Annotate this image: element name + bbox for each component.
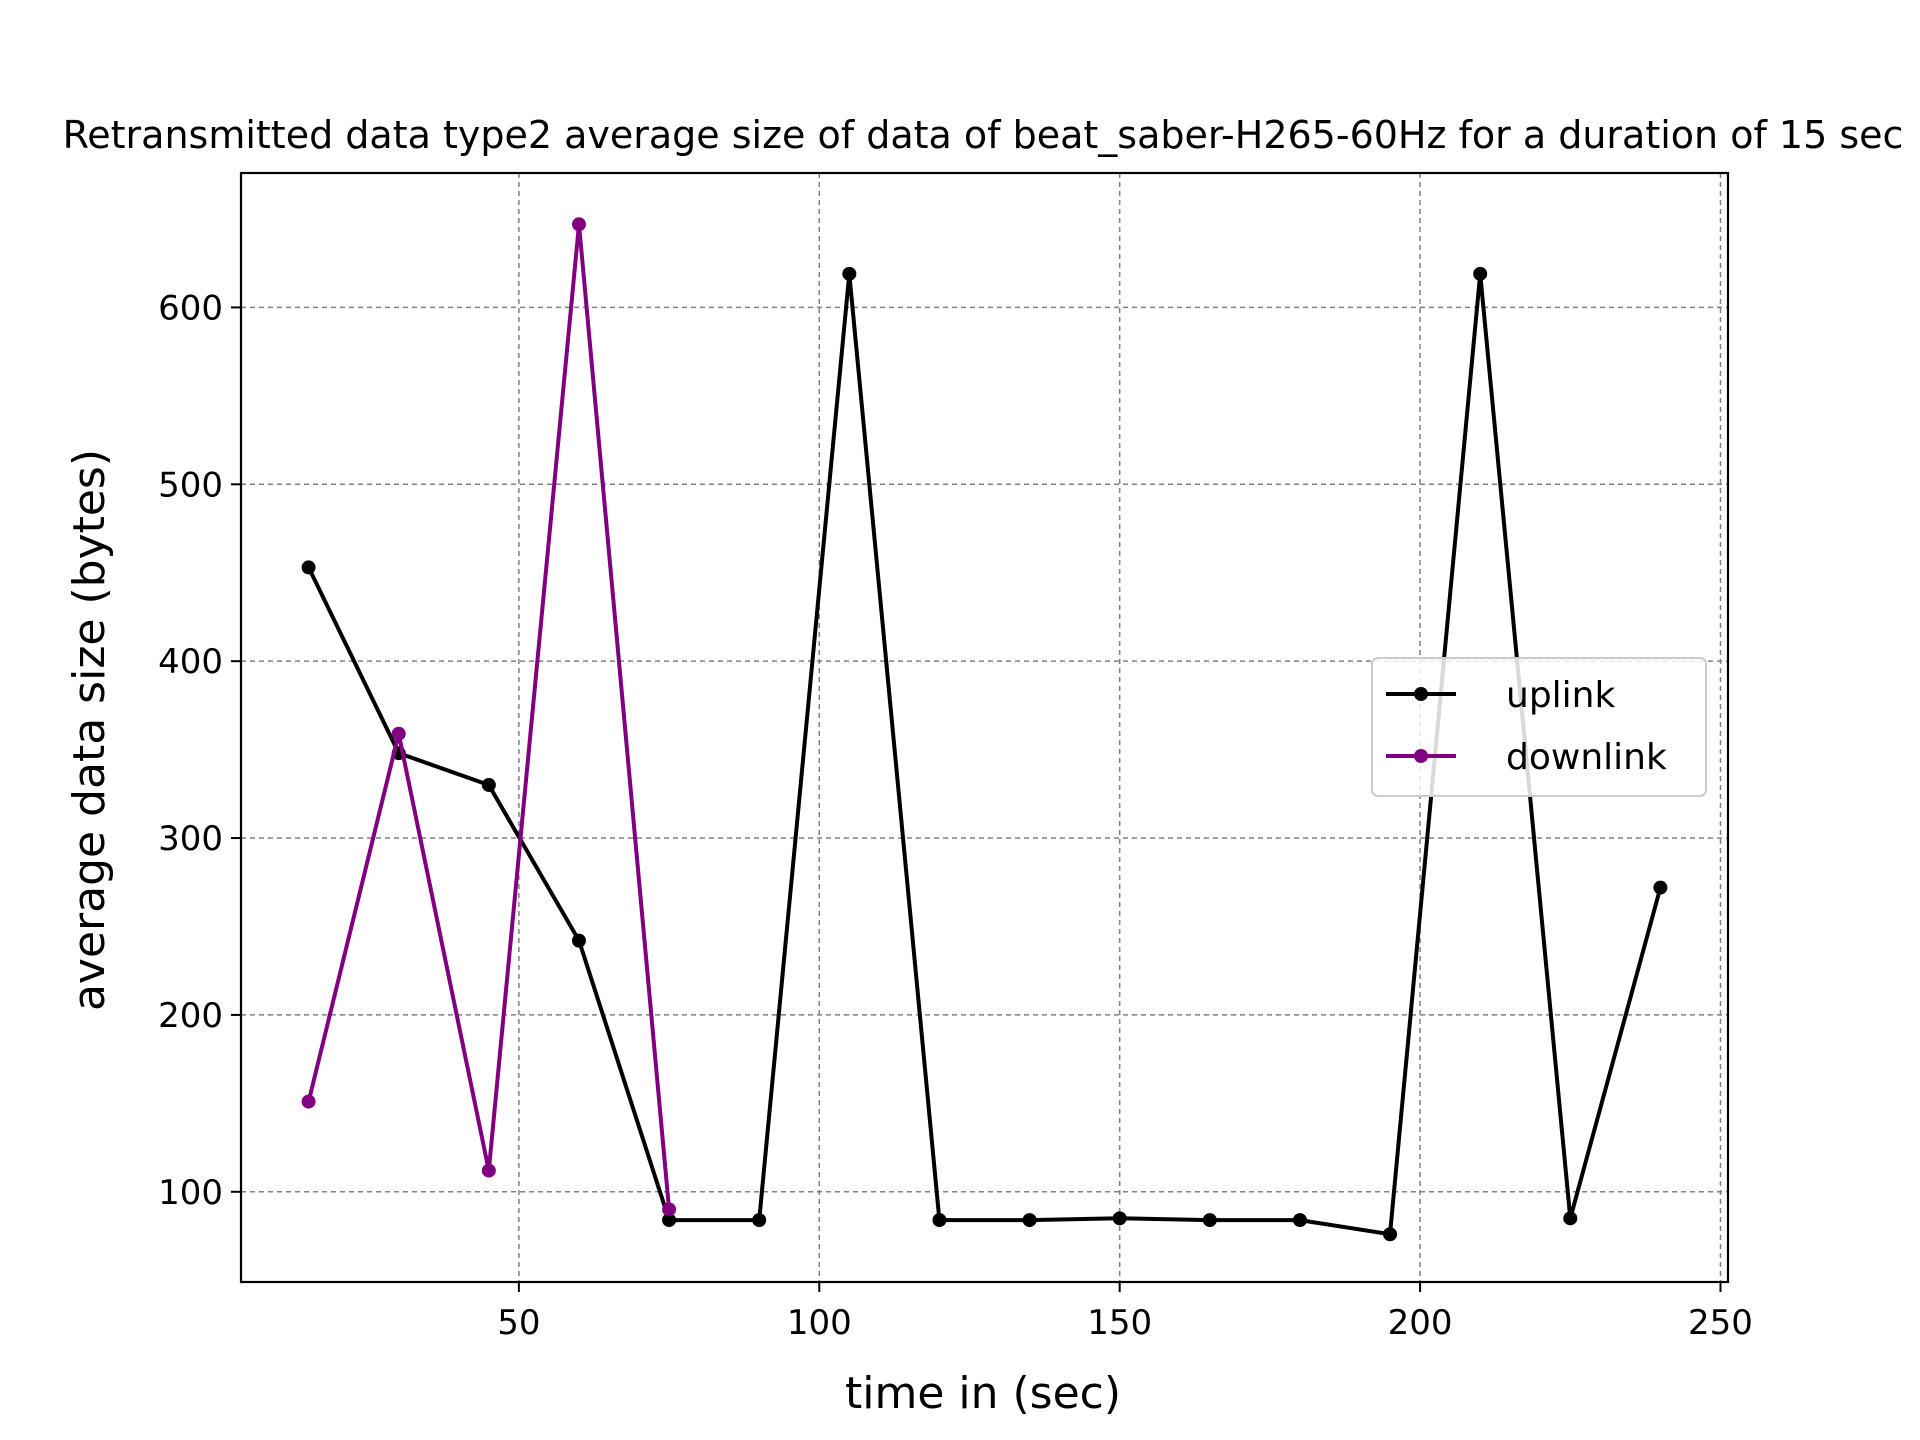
axis-ticks: 50 100 150 200 250 100 200 300 400 500 600 — [158, 288, 1753, 1343]
data-point-uplink — [662, 1213, 677, 1228]
x-tick-label: 100 — [787, 1303, 852, 1343]
x-tick-label: 250 — [1688, 1303, 1753, 1343]
legend-marker-downlink — [1414, 749, 1428, 763]
y-tick-label: 300 — [158, 819, 223, 859]
data-point-uplink — [932, 1213, 947, 1228]
data-point-uplink — [1112, 1211, 1127, 1226]
data-point-downlink — [391, 726, 406, 741]
data-point-uplink — [752, 1213, 767, 1228]
plot-frame — [239, 171, 1730, 1284]
y-tick-label: 400 — [158, 642, 223, 682]
data-point-uplink — [571, 933, 586, 948]
y-tick-label: 600 — [158, 288, 223, 328]
chart-title: Retransmitted data type2 average size of… — [63, 113, 1904, 157]
x-tick-label: 150 — [1087, 1303, 1152, 1343]
y-tick-label: 200 — [158, 996, 223, 1036]
data-point-downlink — [301, 1094, 316, 1109]
data-point-uplink — [1292, 1213, 1307, 1228]
data-point-uplink — [301, 560, 316, 575]
data-point-uplink — [1563, 1211, 1578, 1226]
y-tick-label: 500 — [158, 465, 223, 505]
data-point-downlink — [571, 217, 586, 232]
x-tick-label: 200 — [1388, 1303, 1453, 1343]
data-point-uplink — [1022, 1213, 1037, 1228]
data-point-uplink — [842, 266, 857, 281]
data-point-uplink — [1653, 880, 1668, 895]
series-line-downlink — [306, 224, 672, 1210]
legend: uplink downlink — [1371, 657, 1707, 797]
y-axis-label: average data size (bytes) — [64, 449, 115, 1011]
x-tick-label: 50 — [497, 1303, 540, 1343]
data-point-downlink — [481, 1163, 496, 1178]
legend-label-uplink: uplink — [1506, 675, 1615, 716]
legend-label-downlink: downlink — [1506, 737, 1667, 778]
legend-marker-uplink — [1414, 687, 1428, 701]
y-tick-label: 100 — [158, 1173, 223, 1213]
x-axis-label: time in (sec) — [845, 1368, 1121, 1419]
data-point-uplink — [1383, 1227, 1398, 1242]
data-point-uplink — [1473, 266, 1488, 281]
data-point-uplink — [481, 777, 496, 792]
grid — [241, 173, 1728, 1282]
data-point-uplink — [1202, 1213, 1217, 1228]
data-point-downlink — [662, 1202, 677, 1217]
